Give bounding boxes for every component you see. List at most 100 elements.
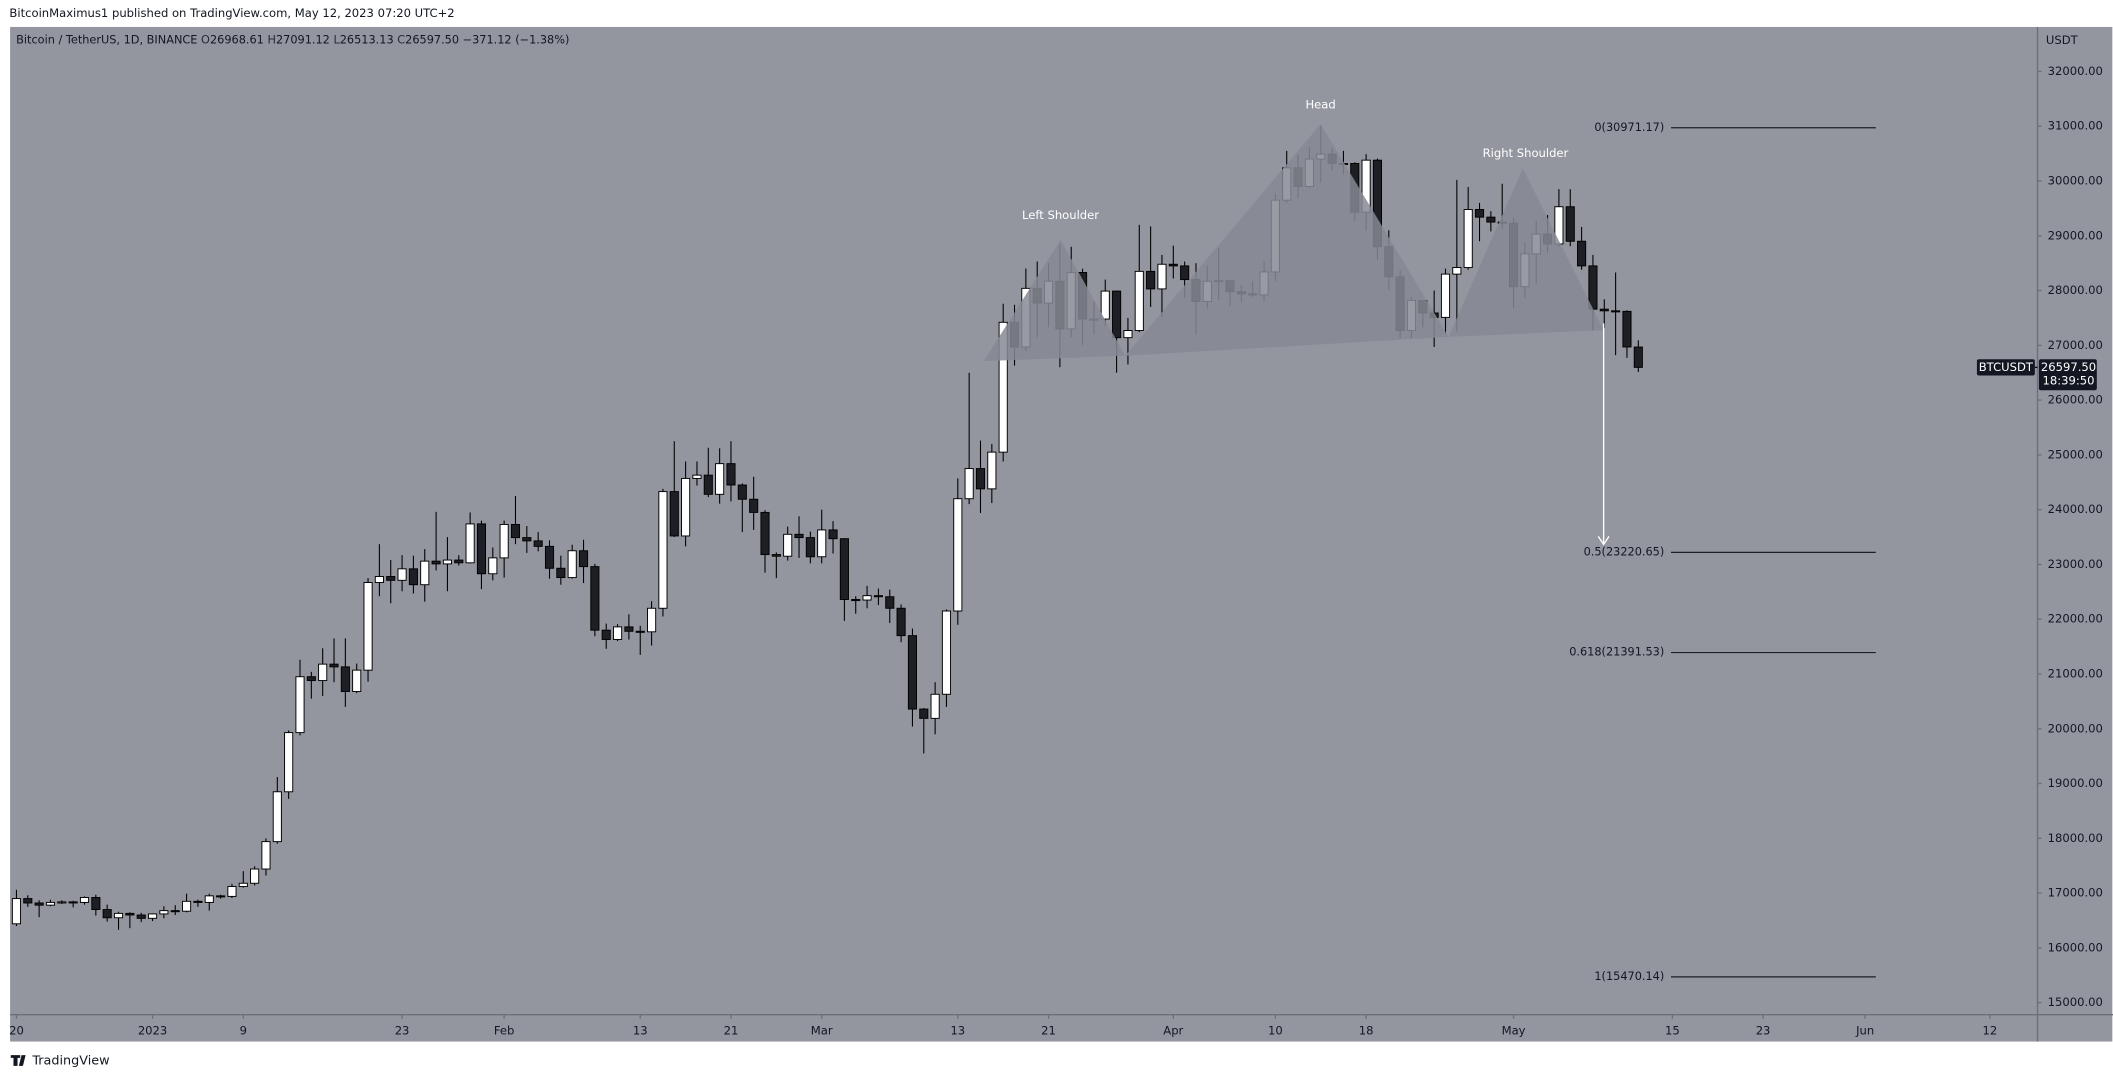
y-tick-label: 25000.00 [2048,447,2103,461]
candle-body [352,669,362,692]
candle-body [193,900,203,903]
candle-body [1134,270,1144,332]
y-tick-label: 19000.00 [2048,776,2103,790]
candle-body [1112,290,1122,339]
candle-body [817,529,827,558]
candle-body [261,841,271,870]
candle-body [1633,346,1643,368]
candle-body [454,559,464,564]
candle-body [987,451,997,490]
annotation: Head [1305,98,1335,112]
y-tick-label: 26000.00 [2048,393,2103,407]
y-tick-label: 16000.00 [2048,940,2103,954]
legend-key: H [267,33,276,46]
candle-body [930,693,940,719]
countdown: 18:39:50 [2043,373,2095,387]
candle-body [1452,267,1462,275]
candle-body [340,666,350,692]
candle-body [79,897,90,903]
candle-body [476,523,487,575]
candle-body [499,523,509,559]
y-tick-label: 31000.00 [2048,119,2103,133]
candle-body [1599,308,1609,312]
candle-body [964,468,974,500]
candle-body [1123,330,1133,339]
legend-key: O [201,33,210,46]
left-shoulder-shape [983,239,1126,362]
y-tick-label: 28000.00 [2048,283,2103,297]
fib-label: 1(15470.14) [1594,970,1664,983]
candle-body [91,897,101,911]
annotation: Right Shoulder [1483,146,1569,160]
candle-body [975,468,986,490]
ticker-box [1976,359,2035,376]
candle-body [1463,209,1473,269]
legend-value: 26513.13 [340,33,394,46]
legend-value: 26968.61 [210,33,264,46]
candle-body [68,901,78,904]
change: −371.12 (−1.38%) [463,33,570,46]
candle-body [998,321,1008,453]
last-price-label: 26597.50 [2041,360,2096,374]
candle-body [408,568,418,586]
x-tick-label: 21 [724,1023,739,1037]
x-tick-label: 13 [633,1023,648,1037]
candle-body [749,498,759,513]
x-tick-label: 13 [950,1023,965,1037]
x-tick-label: 15 [1665,1023,1680,1037]
candle-body [227,886,237,897]
candle-body [182,900,192,912]
y-tick-label: 23000.00 [2048,557,2103,571]
candle-body [805,537,815,558]
plot-bg [10,26,2113,1042]
candle-body [1168,263,1178,267]
x-tick-label: 18 [1359,1023,1374,1037]
head-shape [1125,123,1449,356]
candle-body [442,559,452,565]
x-tick-label: Mar [811,1023,833,1037]
candle-body [386,576,396,581]
candle-body [159,910,169,915]
candle-body [760,511,770,556]
candle-body [295,676,305,734]
legend: Bitcoin / TetherUS, 1D, BINANCE O26968.6… [16,33,569,46]
legend-value: 27091.12 [276,33,330,46]
legend-value: 26597.50 [405,33,459,46]
x-tick-label: 21 [1041,1023,1056,1037]
x-tick-label: 10 [1268,1023,1283,1037]
candle-body [771,554,781,557]
candle-body [783,533,793,557]
candle-body [1565,206,1575,242]
annotation: Left Shoulder [1022,208,1099,222]
candle-body [873,595,883,598]
candle-body [170,910,180,913]
candle-body [907,635,917,710]
candle-body [1146,270,1156,290]
candle-body [1486,216,1496,223]
candle-body [1474,209,1485,218]
plot-layer: 0(30971.17) 0.5(23220.65) 0.618(21391.53) 1… [11,121,1876,983]
candle-body [692,474,702,479]
legend-key: L [333,33,340,46]
candle-body [567,550,577,579]
y-tick-label: 15000.00 [2048,995,2103,1009]
candle-body [374,576,384,583]
candle-body [862,595,872,601]
x-tick-label: Feb [494,1023,515,1037]
candle-body [681,477,691,537]
candle-body [397,568,407,581]
candle-body [578,550,589,568]
x-tick-label: 23 [1756,1023,1771,1037]
author-line: BitcoinMaximus1 published on TradingView… [9,6,454,20]
currency-label: USDT [2046,33,2079,47]
candle-body [828,529,838,540]
candle-body [147,913,158,919]
candle-body [556,567,566,579]
candle-body [1577,240,1587,267]
candle-body [420,560,430,586]
candle-body [34,902,44,906]
fib-label: 0.618(21391.53) [1569,646,1664,659]
candle-body [57,901,67,904]
